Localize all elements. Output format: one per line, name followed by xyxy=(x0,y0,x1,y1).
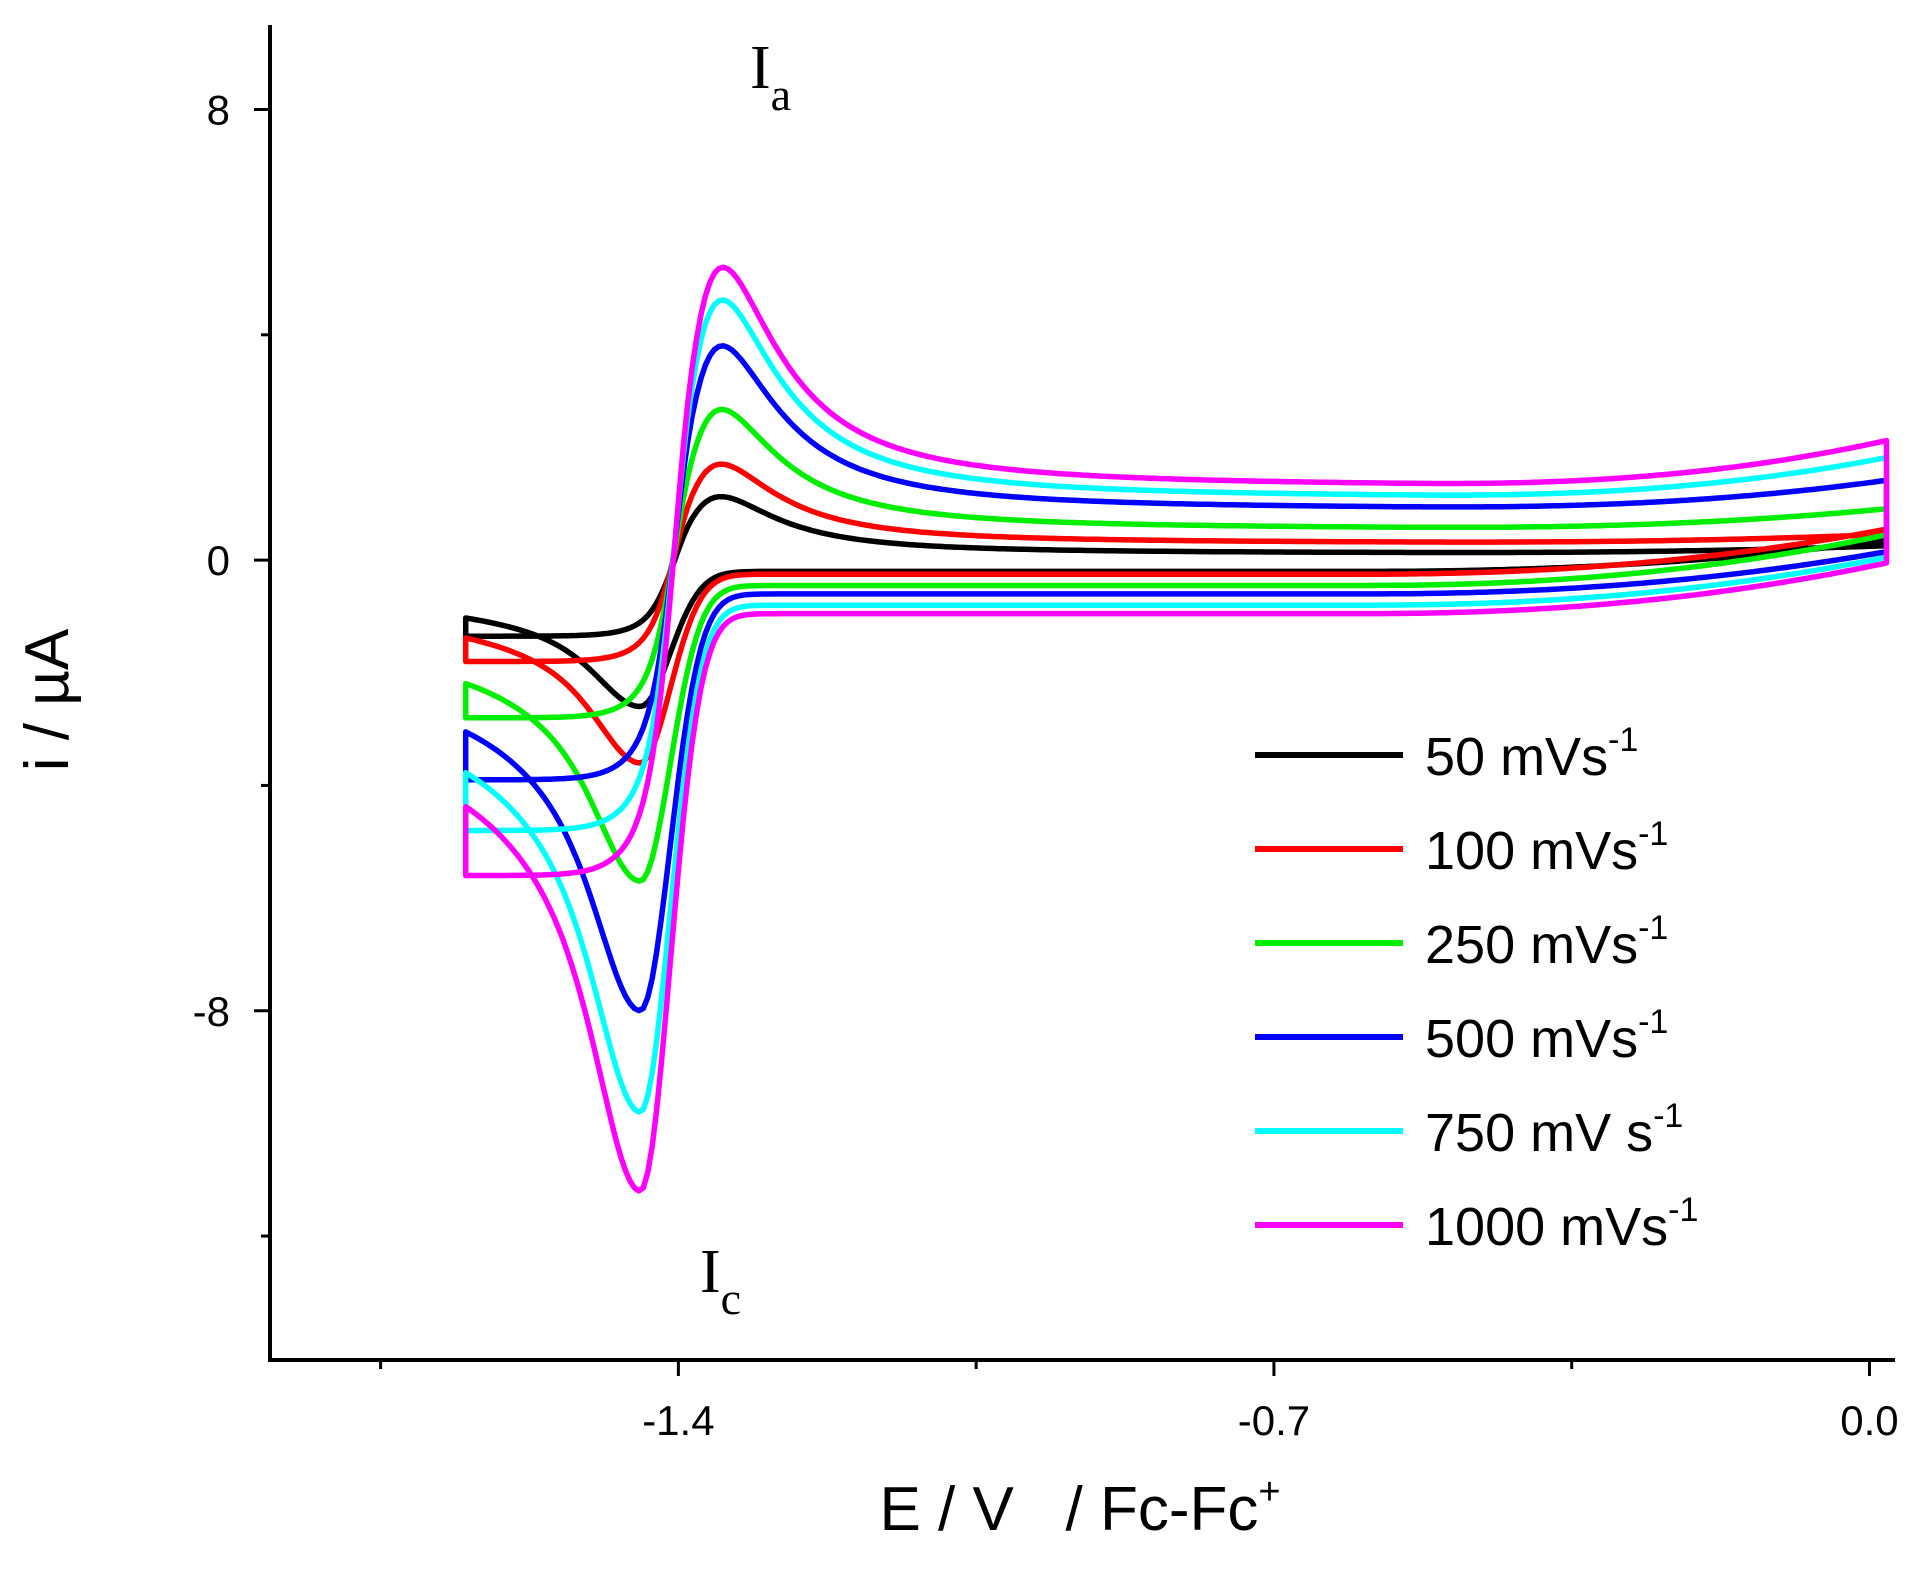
x-axis-title-text: E / V / Fc-Fc xyxy=(879,1475,1258,1544)
legend-label-unit: s xyxy=(1611,915,1638,975)
y-tick-label: -8 xyxy=(193,988,230,1035)
legend-label: 50 mVs-1 xyxy=(1425,721,1638,787)
x-tick-label: -0.7 xyxy=(1238,1397,1310,1444)
x-axis-title: E / V / Fc-Fc+ xyxy=(879,1471,1280,1544)
y-tick-label: 0 xyxy=(207,537,230,584)
legend-label-exp: -1 xyxy=(1668,1191,1698,1229)
legend-label-exp: -1 xyxy=(1638,815,1668,853)
y-axis-title: i / µA xyxy=(13,628,82,771)
legend-label: 100 mVs-1 xyxy=(1425,815,1668,881)
peak-label-anodic-main: I xyxy=(750,34,771,102)
legend-label-unit: s xyxy=(1611,1009,1638,1069)
legend-label-unit: s xyxy=(1641,1197,1668,1257)
legend-label-exp: -1 xyxy=(1608,721,1638,759)
legend-label-rate: 250 mV xyxy=(1425,915,1611,975)
series-curve-6 xyxy=(462,264,1890,1194)
legend-label-rate: 100 mV xyxy=(1425,821,1611,881)
axes-layer xyxy=(268,25,1895,1362)
series-curve-4 xyxy=(462,343,1890,1014)
legend-label-rate: 1000 mV xyxy=(1425,1197,1641,1257)
legend-label-unit: s xyxy=(1626,1103,1653,1163)
legend-label: 250 mVs-1 xyxy=(1425,909,1668,975)
legend-label-exp: -1 xyxy=(1653,1097,1683,1135)
x-tick-label: 0.0 xyxy=(1840,1397,1898,1444)
legend-label-rate: 50 mV xyxy=(1425,727,1581,787)
legend-label-rate: 750 mV xyxy=(1425,1103,1626,1163)
curves-layer xyxy=(462,264,1890,1194)
peak-label-cathodic: Ic xyxy=(700,1238,741,1324)
peak-label-anodic: Ia xyxy=(750,34,791,120)
legend-label-exp: -1 xyxy=(1638,909,1668,947)
ticks-layer: -1.4 -0.7 0.0 8 0 -8 xyxy=(193,86,1899,1444)
peak-label-anodic-sub: a xyxy=(771,69,791,120)
legend-label-rate: 500 mV xyxy=(1425,1009,1611,1069)
y-tick-label: 8 xyxy=(207,86,230,133)
peak-label-cathodic-main: I xyxy=(700,1238,721,1306)
legend-label: 750 mV s-1 xyxy=(1425,1097,1683,1163)
legend-label: 1000 mVs-1 xyxy=(1425,1191,1698,1257)
x-tick-label: -1.4 xyxy=(642,1397,714,1444)
legend-label-exp: -1 xyxy=(1638,1003,1668,1041)
x-axis-title-sup: + xyxy=(1258,1471,1280,1513)
legend-label-unit: s xyxy=(1611,821,1638,881)
legend-label: 500 mVs-1 xyxy=(1425,1003,1668,1069)
legend-label-unit: s xyxy=(1581,727,1608,787)
peak-label-cathodic-sub: c xyxy=(721,1273,741,1324)
